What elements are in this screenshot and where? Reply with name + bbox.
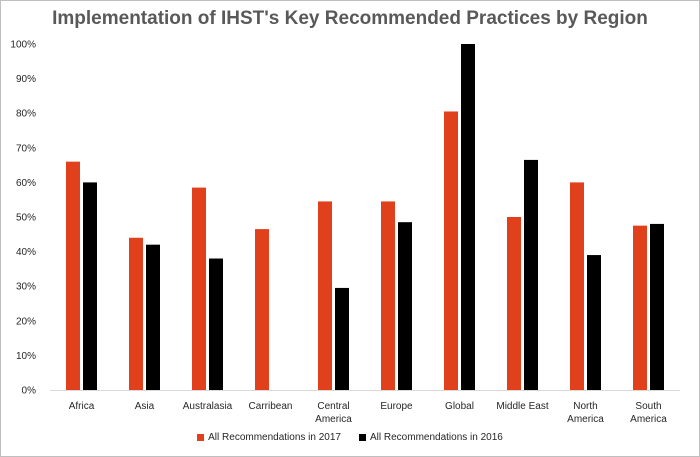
- y-tick-label: 30%: [16, 282, 36, 293]
- y-tick-label: 70%: [16, 143, 36, 154]
- y-tick-label: 100%: [10, 40, 36, 51]
- legend: All Recommendations in 2017 All Recommen…: [0, 432, 700, 443]
- bar-2017: [66, 161, 80, 390]
- y-tick-label: 60%: [16, 178, 36, 189]
- bar-2017: [129, 237, 143, 390]
- x-category-label: Australasia: [183, 401, 233, 412]
- chart-title: Implementation of IHST's Key Recommended…: [52, 8, 648, 29]
- y-tick-label: 90%: [16, 74, 36, 85]
- bars: [66, 44, 664, 390]
- y-tick-label: 80%: [16, 109, 36, 120]
- x-category-label: South America: [630, 401, 667, 425]
- legend-swatch-2016: [359, 434, 366, 441]
- x-category-label: Global: [445, 401, 474, 412]
- bar-2016: [587, 255, 601, 390]
- y-tick-label: 20%: [16, 316, 36, 327]
- x-category-label: Europe: [380, 401, 413, 412]
- x-category-label: Middle East: [496, 401, 548, 412]
- x-category-label: Africa: [69, 401, 95, 412]
- legend-swatch-2017: [197, 434, 205, 441]
- legend-label-2016: All Recommendations in 2016: [370, 432, 503, 443]
- bar-2016: [524, 159, 538, 390]
- x-category-label: Asia: [135, 401, 155, 412]
- x-category-label: Carribean: [249, 401, 293, 412]
- bar-2016: [335, 287, 349, 390]
- x-category-label: Central America: [315, 401, 352, 425]
- bar-2016: [398, 222, 412, 390]
- bar-2017: [192, 187, 206, 390]
- legend-item-2017: All Recommendations in 2017: [197, 432, 341, 443]
- bar-2016: [209, 258, 223, 390]
- bar-2017: [255, 229, 269, 390]
- bar-2017: [507, 217, 521, 390]
- bar-2016: [461, 44, 475, 390]
- y-tick-label: 10%: [16, 351, 36, 362]
- y-tick-label: 0%: [22, 386, 37, 397]
- bar-2017: [570, 182, 584, 390]
- legend-label-2017: All Recommendations in 2017: [208, 432, 341, 443]
- bar-2016: [146, 244, 160, 390]
- bar-2016: [650, 223, 664, 390]
- bar-2017: [381, 201, 395, 390]
- y-tick-label: 40%: [16, 247, 36, 258]
- bar-2017: [633, 225, 647, 390]
- x-axis-categories: Africa Asia Australasia Carribean Central Ame…: [69, 401, 668, 425]
- bar-2016: [83, 182, 97, 390]
- legend-item-2016: All Recommendations in 2016: [359, 432, 503, 443]
- y-tick-label: 50%: [16, 213, 36, 224]
- x-category-label: North America: [567, 401, 604, 425]
- bar-2017: [318, 201, 332, 390]
- y-axis-ticks: 0% 10% 20% 30% 40% 50% 60% 70% 80% 90% 100%: [10, 40, 36, 397]
- bar-2017: [444, 111, 458, 390]
